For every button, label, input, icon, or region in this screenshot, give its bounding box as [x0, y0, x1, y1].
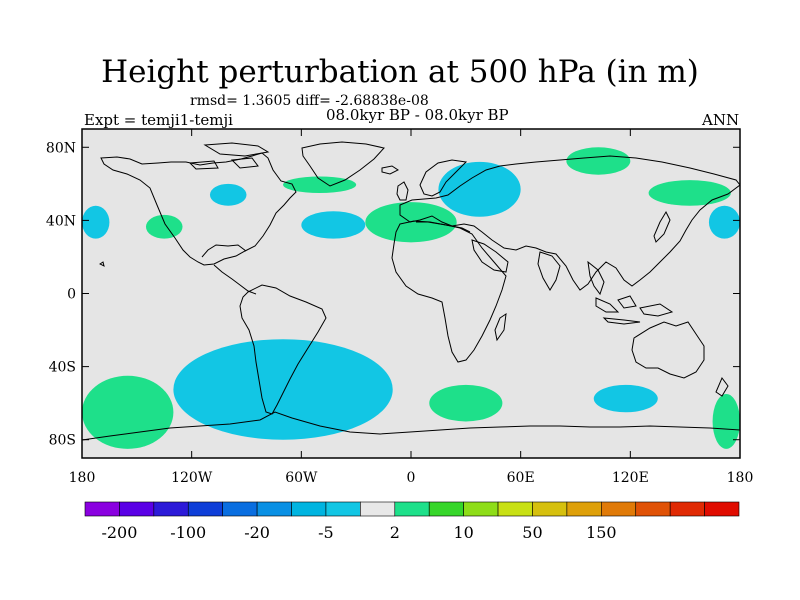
coast-new-zealand — [715, 377, 729, 397]
coast-se-asia — [587, 260, 605, 296]
anomaly-region-12 — [648, 180, 731, 206]
anomaly-region-8 — [145, 214, 183, 239]
anomaly-region-14 — [429, 384, 503, 422]
colorbar-label: -20 — [244, 523, 270, 542]
lat-tick-label: 40N — [46, 213, 76, 229]
colorbar-swatch-7 — [291, 501, 327, 517]
lon-tick-label: 120E — [612, 470, 649, 486]
lat-tick-label: 80N — [46, 140, 76, 156]
coast-africa — [391, 220, 507, 363]
anomaly-region-3 — [438, 161, 521, 217]
coast-australia — [631, 321, 705, 379]
lon-tick-label: 60W — [285, 470, 318, 486]
experiment-label: Expt = temji1-temji — [84, 111, 233, 129]
coast-madagascar — [494, 312, 507, 342]
coast-indonesia — [595, 295, 674, 325]
anomaly-region-5 — [708, 205, 740, 239]
colorbar-swatch-15 — [566, 501, 602, 517]
coast-arabia — [471, 239, 509, 273]
colorbar-swatch-3 — [153, 501, 189, 517]
lon-tick-label: 180 — [69, 470, 96, 486]
coast-india — [537, 251, 561, 291]
anomaly-region-15 — [712, 394, 740, 449]
coast-south-america — [239, 284, 327, 415]
coastline-layer — [82, 141, 740, 441]
anomaly-region-2 — [301, 211, 366, 239]
colorbar-swatch-5 — [222, 501, 258, 517]
coast-eurasia — [399, 155, 740, 291]
colorbar-swatch-8 — [325, 501, 361, 517]
lat-tick-label: 40S — [49, 360, 76, 376]
longitude-axis: 180 120W 60W 0 60E 120E 180 — [69, 129, 754, 486]
anomaly-region-1 — [209, 183, 247, 206]
latitude-axis: 80N 40N 0 40S 80S — [46, 140, 740, 449]
coast-antarctica — [82, 411, 740, 441]
map-plot-area — [81, 128, 741, 459]
lon-tick-label: 120W — [171, 470, 213, 486]
colorbar-label: 10 — [453, 523, 473, 542]
coast-north-america — [100, 152, 297, 266]
colorbar-swatch-2 — [119, 501, 155, 517]
lat-tick-label: 80S — [49, 433, 76, 449]
colorbar-label: -5 — [318, 523, 334, 542]
anomaly-region-7 — [593, 384, 658, 413]
colorbar-swatch-16 — [601, 501, 637, 517]
colorbar-label: 150 — [586, 523, 617, 542]
plot-title: Height perturbation at 500 hPa (in m) — [101, 54, 699, 90]
colorbar-swatch-6 — [256, 501, 292, 517]
colorbar-swatch-17 — [635, 501, 671, 517]
colorbar-swatch-9 — [360, 501, 396, 517]
lon-tick-label: 60E — [507, 470, 535, 486]
colorbar-swatch-4 — [187, 501, 223, 517]
colorbar-swatch-10 — [394, 501, 430, 517]
coast-iceland — [381, 165, 399, 175]
stats-line: rmsd= 1.3605 diff= -2.68838e-08 — [190, 93, 429, 109]
coast-japan — [653, 210, 671, 243]
colorbar-swatch-11 — [428, 501, 464, 517]
season-label: ANN — [702, 111, 740, 129]
coast-britain — [396, 181, 409, 201]
anomaly-region-9 — [283, 176, 357, 193]
coast-scandinavia — [419, 159, 468, 197]
colorbar-label: -200 — [101, 523, 137, 542]
lat-tick-label: 0 — [67, 287, 76, 303]
colorbar-swatch-12 — [463, 501, 499, 517]
colorbar-swatch-14 — [532, 501, 568, 517]
colorbar-swatch-1 — [84, 501, 120, 517]
colorbar-label: 50 — [522, 523, 542, 542]
colorbar-swatch-13 — [497, 501, 533, 517]
lon-tick-label: 0 — [407, 470, 416, 486]
colorbar: -200 -100 -20 -5 2 10 50 150 — [84, 501, 740, 542]
colorbar-label: -100 — [170, 523, 206, 542]
anomaly-region-4 — [82, 205, 110, 239]
coast-gulf-mexico — [201, 244, 247, 258]
colorbar-swatch-19 — [704, 501, 740, 517]
period-line: 08.0kyr BP - 08.0kyr BP — [326, 106, 509, 124]
coast-arctic-islands — [188, 142, 270, 170]
anomaly-region-6 — [173, 339, 393, 440]
anomaly-contour-layer — [82, 147, 740, 449]
lon-tick-label: 180 — [727, 470, 754, 486]
coast-hawaii — [99, 261, 105, 267]
anomaly-region-11 — [566, 147, 631, 175]
colorbar-swatch-18 — [669, 501, 705, 517]
colorbar-label: 2 — [390, 523, 400, 542]
coast-greenland — [301, 141, 385, 187]
